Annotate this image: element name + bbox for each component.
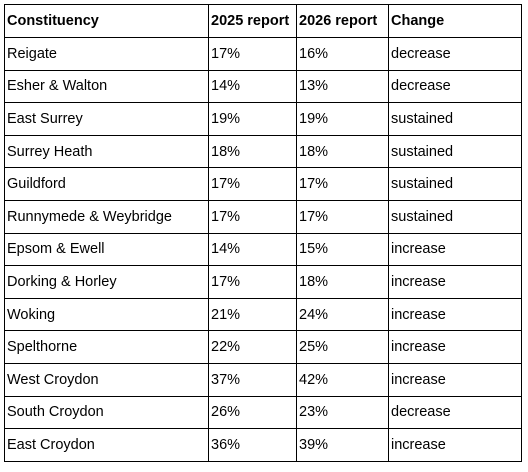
table-row: East Croydon 36% 39% increase	[4, 428, 522, 462]
table-cell: 26%	[208, 395, 297, 430]
table-cell: Epsom & Ewell	[4, 232, 209, 267]
table-cell: East Croydon	[4, 428, 209, 462]
table-row: Runnymede & Weybridge 17% 17% sustained	[4, 199, 522, 234]
table-cell: decrease	[388, 395, 522, 430]
header-row: Constituency 2025 report 2026 report Change	[4, 4, 522, 38]
table-cell: 17%	[296, 199, 389, 234]
table-cell: 21%	[208, 297, 297, 332]
table-cell: 16%	[296, 37, 389, 71]
table-cell: sustained	[388, 167, 522, 201]
table-cell: 17%	[208, 37, 297, 71]
table-cell: South Croydon	[4, 395, 209, 430]
table-row: East Surrey 19% 19% sustained	[4, 102, 522, 136]
table-row: Surrey Heath 18% 18% sustained	[4, 134, 522, 169]
table-cell: 17%	[296, 167, 389, 201]
table-cell: decrease	[388, 37, 522, 71]
header-cell: Change	[388, 4, 522, 38]
table-body: Reigate 17% 16% decrease Esher & Walton 14% 13…	[4, 37, 522, 462]
table-cell: 17%	[208, 167, 297, 201]
table-cell: Woking	[4, 297, 209, 332]
table-cell: 42%	[296, 362, 389, 397]
table-cell: increase	[388, 232, 522, 267]
header-cell: Constituency	[4, 4, 209, 38]
table-cell: 39%	[296, 428, 389, 462]
table-cell: sustained	[388, 134, 522, 169]
table-cell: 19%	[296, 102, 389, 136]
table-cell: Reigate	[4, 37, 209, 71]
table-cell: 14%	[208, 232, 297, 267]
table-row: South Croydon 26% 23% decrease	[4, 395, 522, 430]
table-cell: 15%	[296, 232, 389, 267]
table-cell: increase	[388, 428, 522, 462]
table-row: Woking 21% 24% increase	[4, 297, 522, 332]
table-row: Epsom & Ewell 14% 15% increase	[4, 232, 522, 267]
table-cell: 24%	[296, 297, 389, 332]
table-cell: 36%	[208, 428, 297, 462]
table-cell: Esher & Walton	[4, 69, 209, 104]
table-cell: 17%	[208, 265, 297, 299]
table-cell: 18%	[296, 134, 389, 169]
table-cell: 18%	[296, 265, 389, 299]
table-cell: Guildford	[4, 167, 209, 201]
table-cell: 22%	[208, 330, 297, 364]
table-row: West Croydon 37% 42% increase	[4, 362, 522, 397]
table-cell: Surrey Heath	[4, 134, 209, 169]
table-cell: increase	[388, 362, 522, 397]
table-row: Reigate 17% 16% decrease	[4, 37, 522, 71]
table-cell: 37%	[208, 362, 297, 397]
table-cell: increase	[388, 330, 522, 364]
table-row: Dorking & Horley 17% 18% increase	[4, 265, 522, 299]
table-cell: 18%	[208, 134, 297, 169]
table-cell: 17%	[208, 199, 297, 234]
table-cell: Runnymede & Weybridge	[4, 199, 209, 234]
table-row: Spelthorne 22% 25% increase	[4, 330, 522, 364]
table-cell: Spelthorne	[4, 330, 209, 364]
table-cell: 14%	[208, 69, 297, 104]
table-cell: sustained	[388, 199, 522, 234]
table-cell: sustained	[388, 102, 522, 136]
table-cell: 23%	[296, 395, 389, 430]
table-cell: 19%	[208, 102, 297, 136]
table-cell: East Surrey	[4, 102, 209, 136]
table-cell: West Croydon	[4, 362, 209, 397]
data-table: Constituency 2025 report 2026 report Change…	[4, 4, 522, 462]
table-cell: 13%	[296, 69, 389, 104]
table-cell: decrease	[388, 69, 522, 104]
header-cell: 2025 report	[208, 4, 297, 38]
header-cell: 2026 report	[296, 4, 389, 38]
table-row: Esher & Walton 14% 13% decrease	[4, 69, 522, 104]
table-cell: increase	[388, 297, 522, 332]
table-cell: increase	[388, 265, 522, 299]
table-cell: 25%	[296, 330, 389, 364]
table-row: Guildford 17% 17% sustained	[4, 167, 522, 201]
table-cell: Dorking & Horley	[4, 265, 209, 299]
